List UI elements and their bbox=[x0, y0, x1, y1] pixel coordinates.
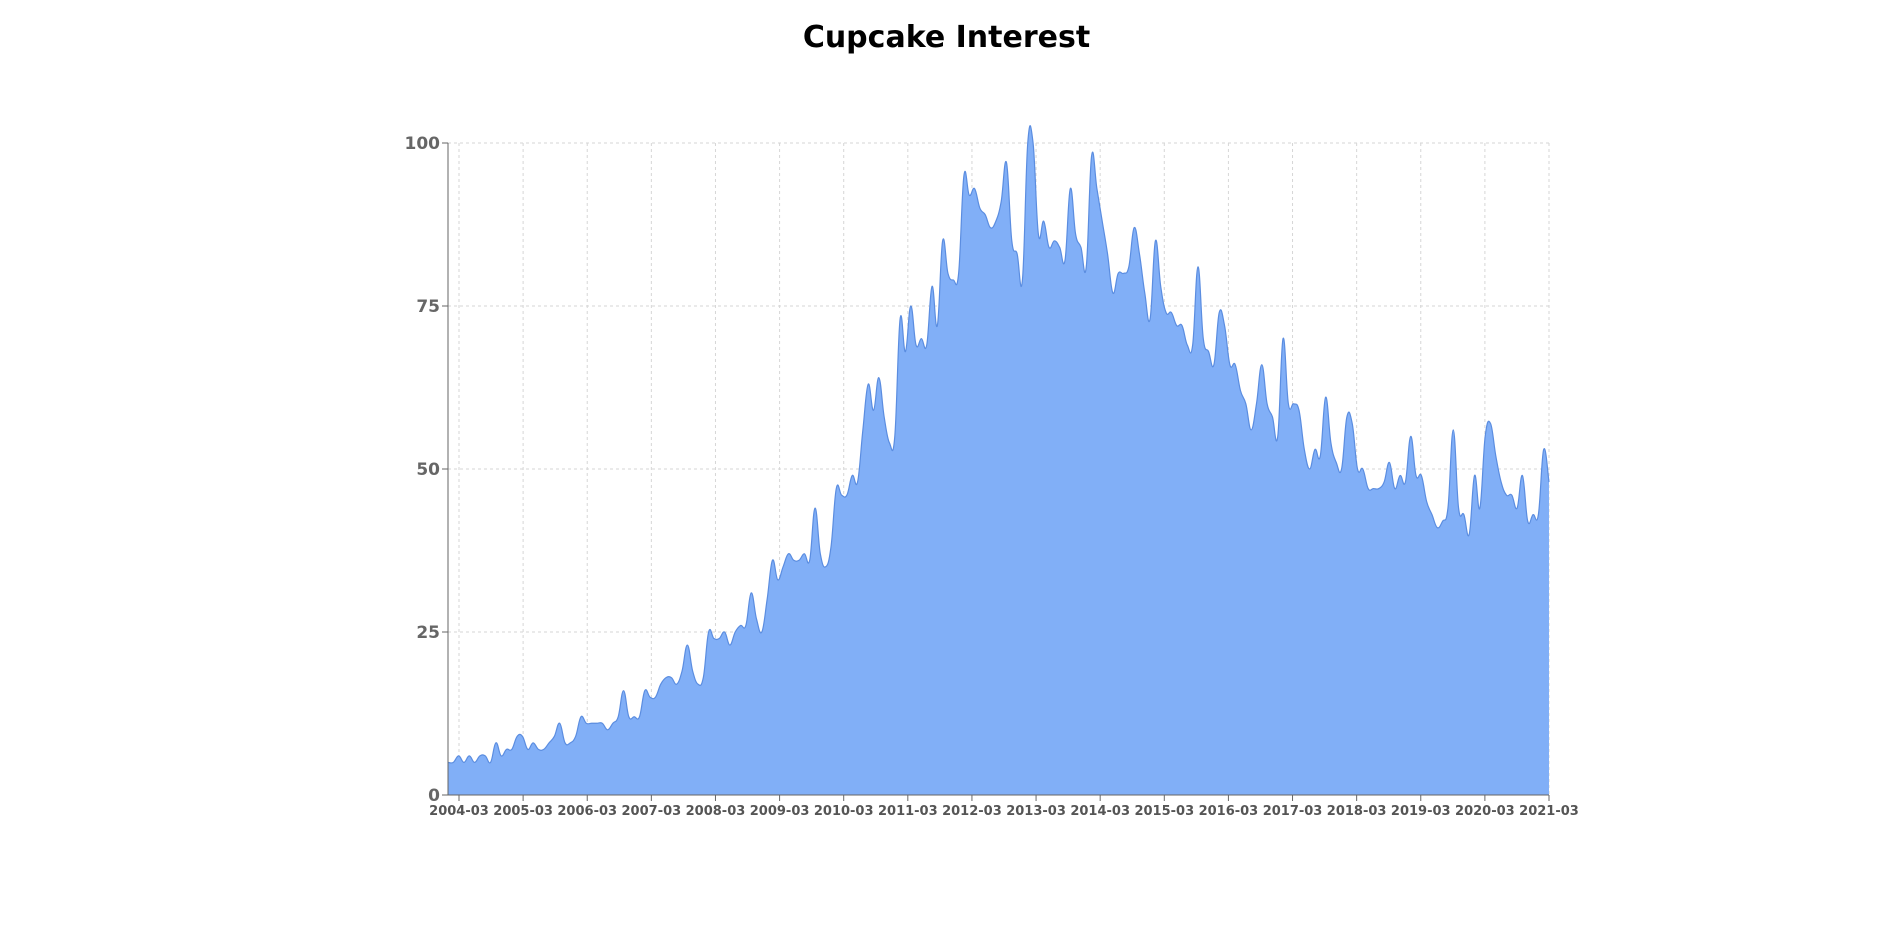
y-tick-label: 0 bbox=[428, 786, 440, 806]
x-tick-label: 2013-03 bbox=[1006, 804, 1066, 819]
x-tick-label: 2010-03 bbox=[814, 804, 874, 819]
x-tick-label: 2019-03 bbox=[1391, 804, 1451, 819]
chart-title: Cupcake Interest bbox=[802, 20, 1091, 55]
x-tick-label: 2018-03 bbox=[1327, 804, 1387, 819]
x-tick-label: 2008-03 bbox=[686, 804, 746, 819]
x-tick-label: 2017-03 bbox=[1263, 804, 1323, 819]
x-axis-ticks: 2004-03 2005-03 2006-03 2007-03 2008-03 2009-… bbox=[429, 804, 1579, 819]
x-tick-label: 2014-03 bbox=[1070, 804, 1130, 819]
y-axis-ticks: 0 25 50 75 100 bbox=[405, 134, 441, 806]
y-tick-label: 75 bbox=[416, 297, 440, 317]
x-tick-label: 2004-03 bbox=[429, 804, 489, 819]
x-tick-label: 2009-03 bbox=[750, 804, 810, 819]
x-tick-label: 2011-03 bbox=[878, 804, 938, 819]
area-line bbox=[447, 125, 1550, 764]
x-tick-label: 2021-03 bbox=[1519, 804, 1579, 819]
x-tick-label: 2020-03 bbox=[1455, 804, 1515, 819]
y-tick-label: 50 bbox=[416, 460, 440, 480]
x-tick-label: 2015-03 bbox=[1134, 804, 1194, 819]
x-tick-label: 2016-03 bbox=[1199, 804, 1259, 819]
x-tick-label: 2006-03 bbox=[557, 804, 617, 819]
x-tick-label: 2012-03 bbox=[942, 804, 1002, 819]
axes bbox=[442, 142, 1550, 801]
area-series bbox=[447, 125, 1550, 795]
x-tick-label: 2005-03 bbox=[493, 804, 553, 819]
area-fill bbox=[448, 125, 1549, 795]
x-tick-label: 2007-03 bbox=[622, 804, 682, 819]
y-tick-label: 25 bbox=[416, 623, 440, 643]
y-tick-label: 100 bbox=[405, 134, 441, 154]
